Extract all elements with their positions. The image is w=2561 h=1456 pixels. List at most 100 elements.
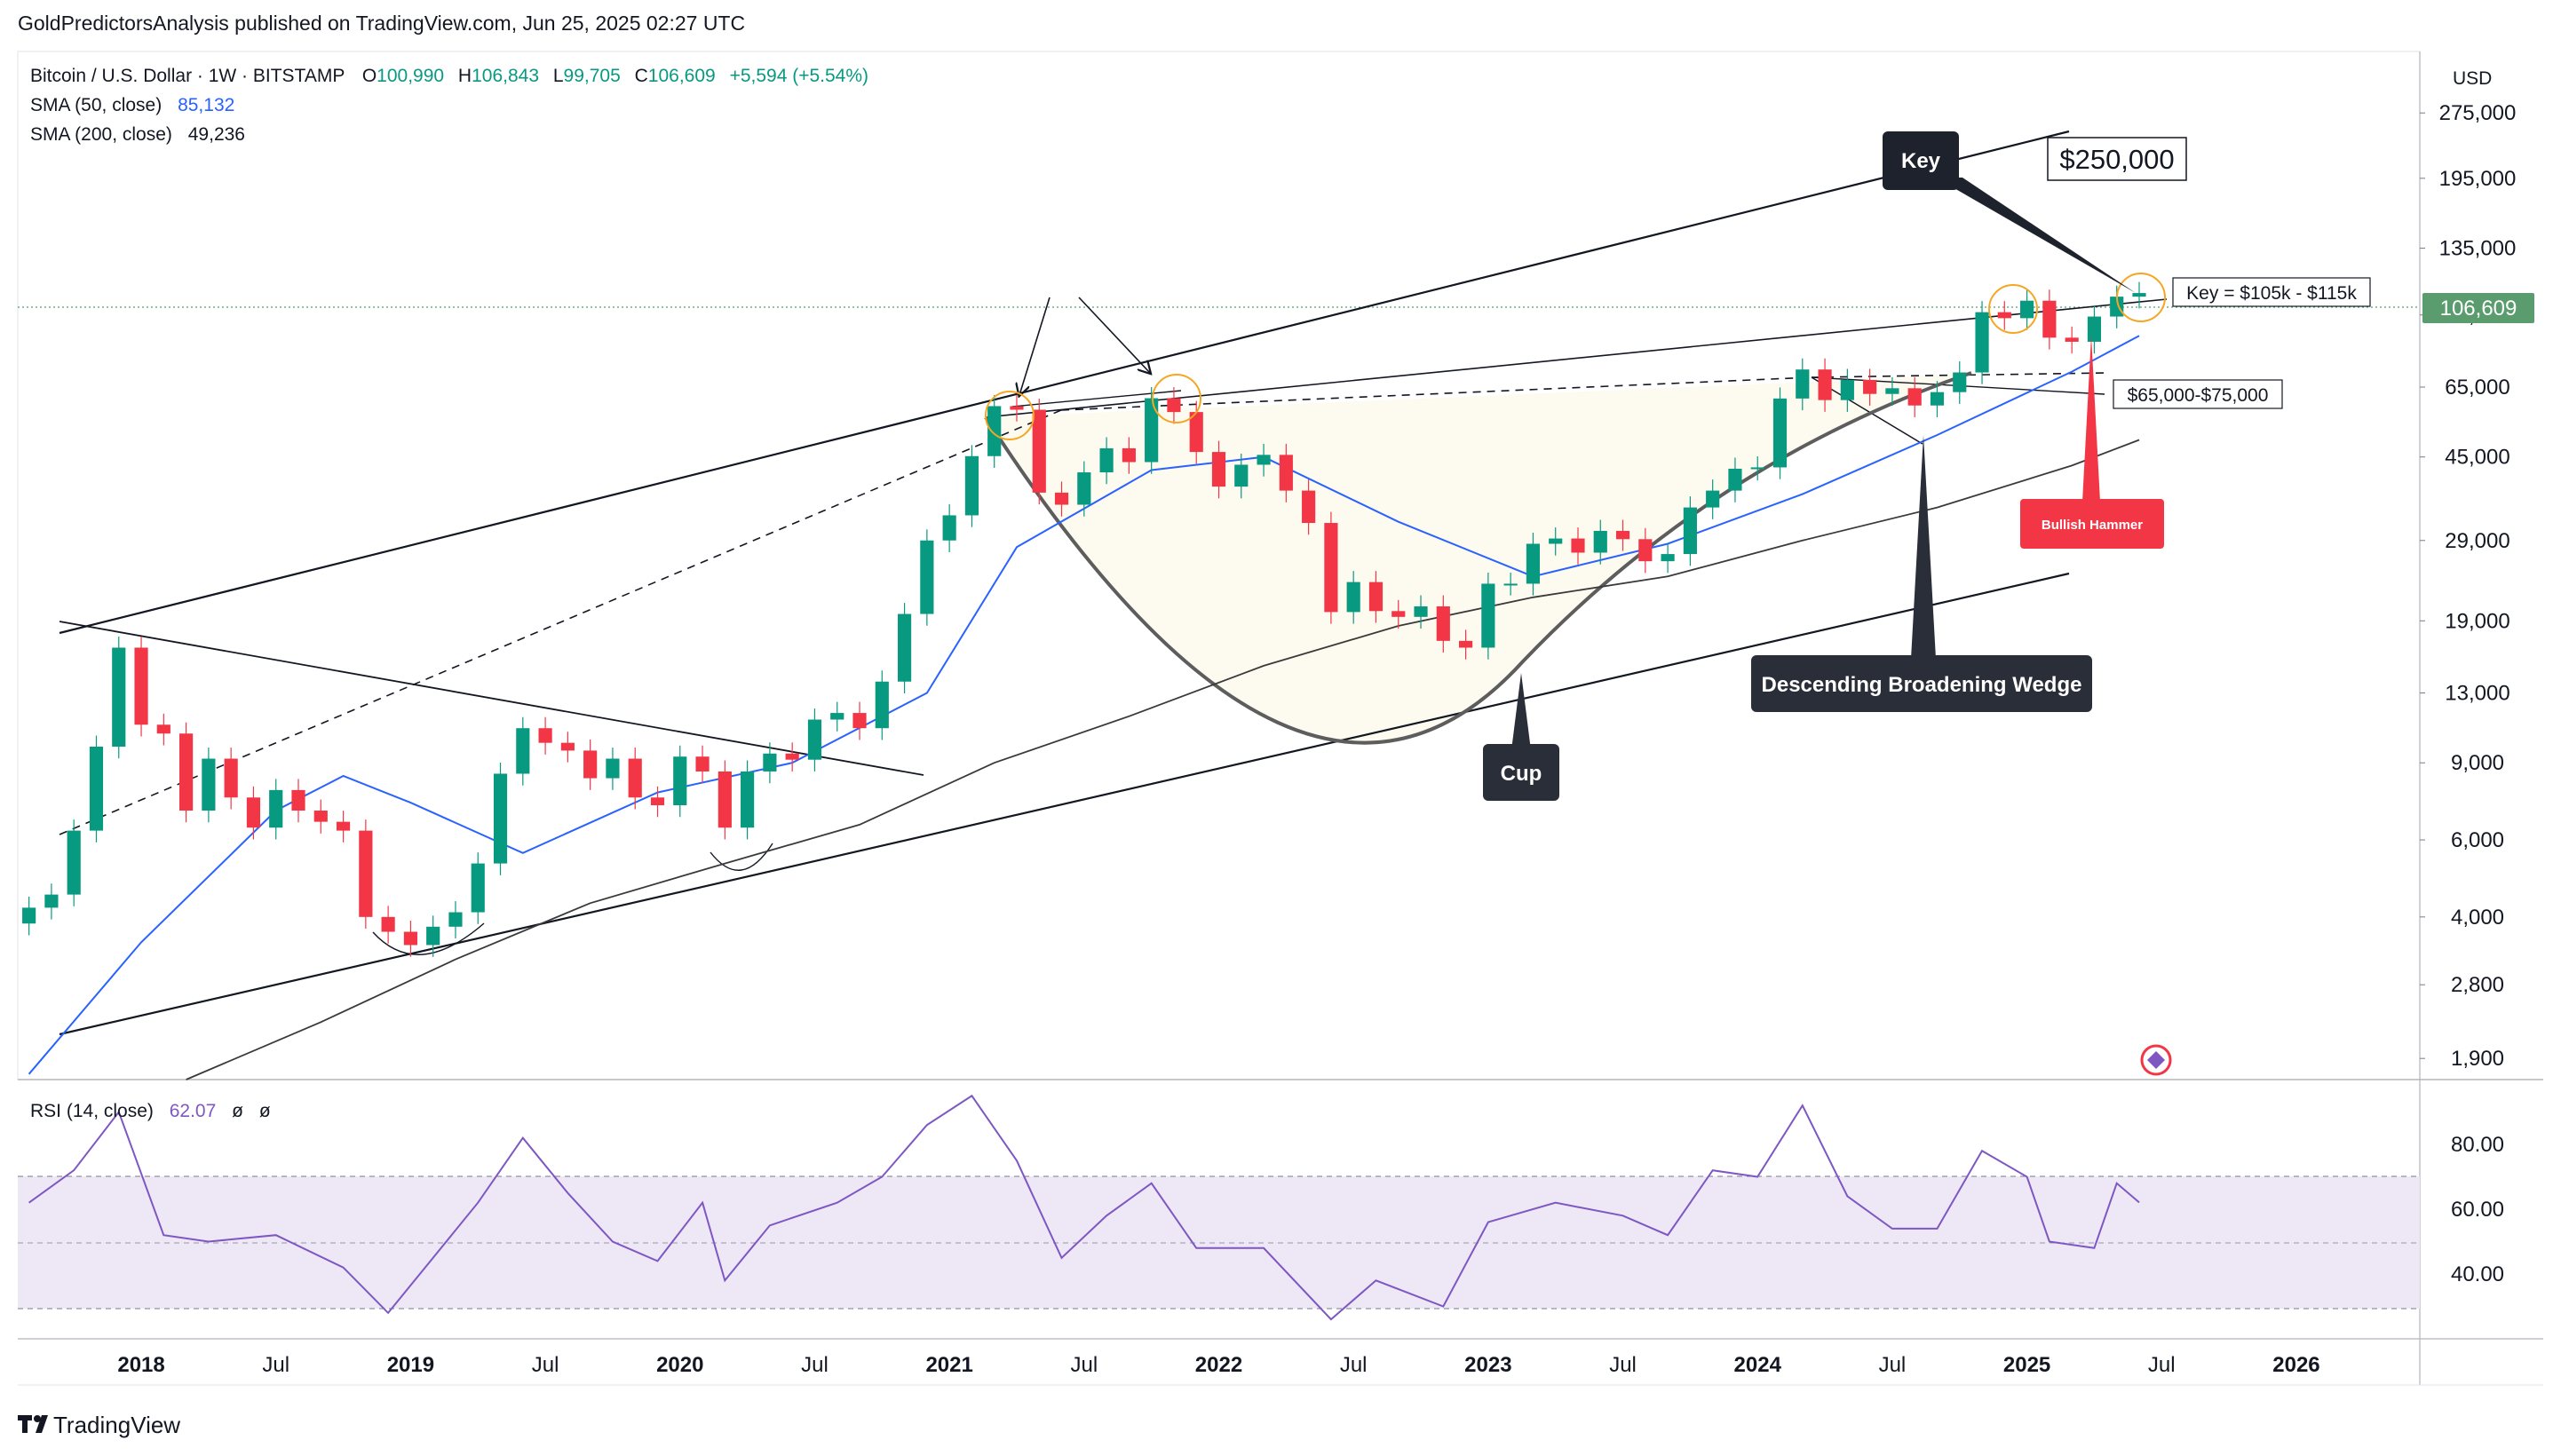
- candle-body: [1683, 507, 1697, 555]
- candle-body: [1863, 379, 1877, 394]
- time-tick-label: 2019: [387, 1353, 434, 1377]
- candle-body: [269, 789, 283, 828]
- time-axis[interactable]: 2018 Jul 2019 Jul 2020 Jul 2021 Jul 2022 Jul 2023 J…: [117, 1353, 2319, 1377]
- legend-open-label: O: [362, 66, 377, 86]
- candle-body: [1010, 406, 1024, 410]
- candle-body: [1122, 447, 1136, 463]
- target-box[interactable]: $250,000: [2047, 137, 2187, 181]
- time-tick-label: Jul: [1609, 1353, 1637, 1377]
- candle-body: [830, 713, 844, 720]
- candle-body: [1526, 543, 1541, 584]
- candle-body: [44, 894, 59, 908]
- dashed-neckline: [1060, 376, 1812, 411]
- key-zone-label: Key = $105k - $115k: [2186, 283, 2357, 304]
- sma-200-line: [186, 439, 2140, 1080]
- candle-body: [1975, 312, 1989, 373]
- candle-body: [22, 907, 36, 924]
- channel-upper-line: [59, 130, 2070, 635]
- candle-body: [673, 756, 687, 806]
- candle-body: [1953, 372, 1967, 392]
- candle-body: [381, 916, 395, 932]
- candle-body: [606, 758, 620, 779]
- key-zone-box[interactable]: Key = $105k - $115k: [2172, 277, 2371, 307]
- candle-body: [291, 789, 305, 811]
- legend-rsi-value: 62.07: [170, 1101, 217, 1121]
- legend-rsi-extra-2: ø: [259, 1101, 271, 1121]
- key-callout-label: Key: [1901, 149, 1941, 173]
- candle-body: [1392, 611, 1406, 617]
- candle-body: [313, 811, 328, 822]
- price-tick-label: 29,000: [2445, 529, 2509, 553]
- key-callout[interactable]: Key: [1883, 131, 2136, 293]
- time-tick-label: 2018: [117, 1353, 164, 1377]
- candle-body: [426, 926, 440, 946]
- candle-body: [1459, 640, 1473, 648]
- highlight-circle-3: [1988, 284, 2038, 334]
- candle-body: [1279, 455, 1293, 491]
- candle-body: [650, 797, 665, 806]
- cup-fill: [986, 373, 1971, 743]
- candle-body: [493, 773, 508, 864]
- rsi-path: [28, 1094, 2140, 1321]
- candle-body: [1503, 583, 1518, 586]
- price-tick-label: 4,000: [2451, 906, 2504, 930]
- rsi-axis[interactable]: 80.00 60.00 40.00: [2451, 1133, 2504, 1286]
- price-tick-label: 45,000: [2445, 446, 2509, 470]
- rsi-band: [18, 1176, 2420, 1309]
- price-tick-label: 195,000: [2439, 167, 2517, 191]
- candle-body: [516, 728, 530, 774]
- legend-ohlc: Bitcoin / U.S. Dollar · 1W · BITSTAMP O1…: [30, 66, 868, 86]
- candle-body: [403, 931, 417, 946]
- candle-body: [1436, 606, 1450, 641]
- cup-arc: [984, 371, 1972, 745]
- candle-body: [807, 719, 822, 760]
- wedge-callout[interactable]: Descending Broadening Wedge: [1751, 435, 2092, 712]
- legend-rsi-label: RSI (14, close): [30, 1101, 154, 1121]
- legend-sma200-value: 49,236: [188, 124, 245, 145]
- candle-body: [112, 647, 126, 748]
- time-tick-label: 2020: [656, 1353, 703, 1377]
- highlight-circle-1: [985, 391, 1035, 440]
- time-tick-label: Jul: [2148, 1353, 2176, 1377]
- candle-body: [942, 515, 956, 541]
- highlight-circle-2: [1152, 374, 1201, 423]
- sma-50-line: [28, 335, 2140, 1075]
- candle-body: [718, 771, 732, 828]
- candle-body: [628, 758, 642, 798]
- price-tick-label: 65,000: [2445, 376, 2509, 400]
- candle-body: [1549, 538, 1563, 544]
- legend-sma200-label: SMA (200, close): [30, 124, 172, 145]
- candle-body: [1414, 606, 1428, 617]
- legend-rsi-extra-1: ø: [232, 1101, 243, 1121]
- last-price-tag[interactable]: 106,609: [2422, 293, 2534, 323]
- candle-body: [1324, 523, 1338, 613]
- legend-close-label: C: [635, 66, 648, 86]
- bullish-hammer-label: Bullish Hammer: [2042, 518, 2143, 533]
- price-axis[interactable]: 275,000195,000135,00095,00065,00045,0002…: [2420, 101, 2516, 1071]
- time-tick-label: Jul: [1879, 1353, 1907, 1377]
- candle-body: [1368, 582, 1384, 612]
- candle-body: [987, 406, 1002, 456]
- footer-brand[interactable]: TradingView: [18, 1412, 180, 1438]
- candle-body: [1234, 464, 1249, 487]
- candle-body: [1772, 398, 1788, 468]
- tradingview-watermark-icon: [2140, 1044, 2172, 1076]
- bullish-hammer-callout[interactable]: Bullish Hammer: [2020, 336, 2164, 549]
- price-tick-label: 135,000: [2439, 237, 2517, 261]
- candle-body: [246, 797, 261, 828]
- candle-body: [2020, 300, 2034, 319]
- footer-brand-label: TradingView: [53, 1412, 180, 1438]
- svg-text:SMA (200, close) 49,236: SMA (200, close) 49,236: [30, 124, 245, 145]
- candle-body: [1211, 452, 1226, 487]
- support-zone-box[interactable]: $65,000-$75,000: [2113, 379, 2283, 409]
- resistance-line: [985, 298, 2168, 418]
- candle-body: [1302, 490, 1316, 524]
- cup-callout[interactable]: Cup: [1483, 673, 1559, 801]
- time-tick-label: 2022: [1195, 1353, 1242, 1377]
- candle-body: [1840, 379, 1854, 400]
- candle-body: [1189, 412, 1203, 453]
- legend-low-label: L: [553, 66, 564, 86]
- svg-text:RSI (14, close) 62.07: RSI (14, close) 62.07 ø ø: [30, 1101, 271, 1121]
- dashed-midline: [59, 409, 1062, 835]
